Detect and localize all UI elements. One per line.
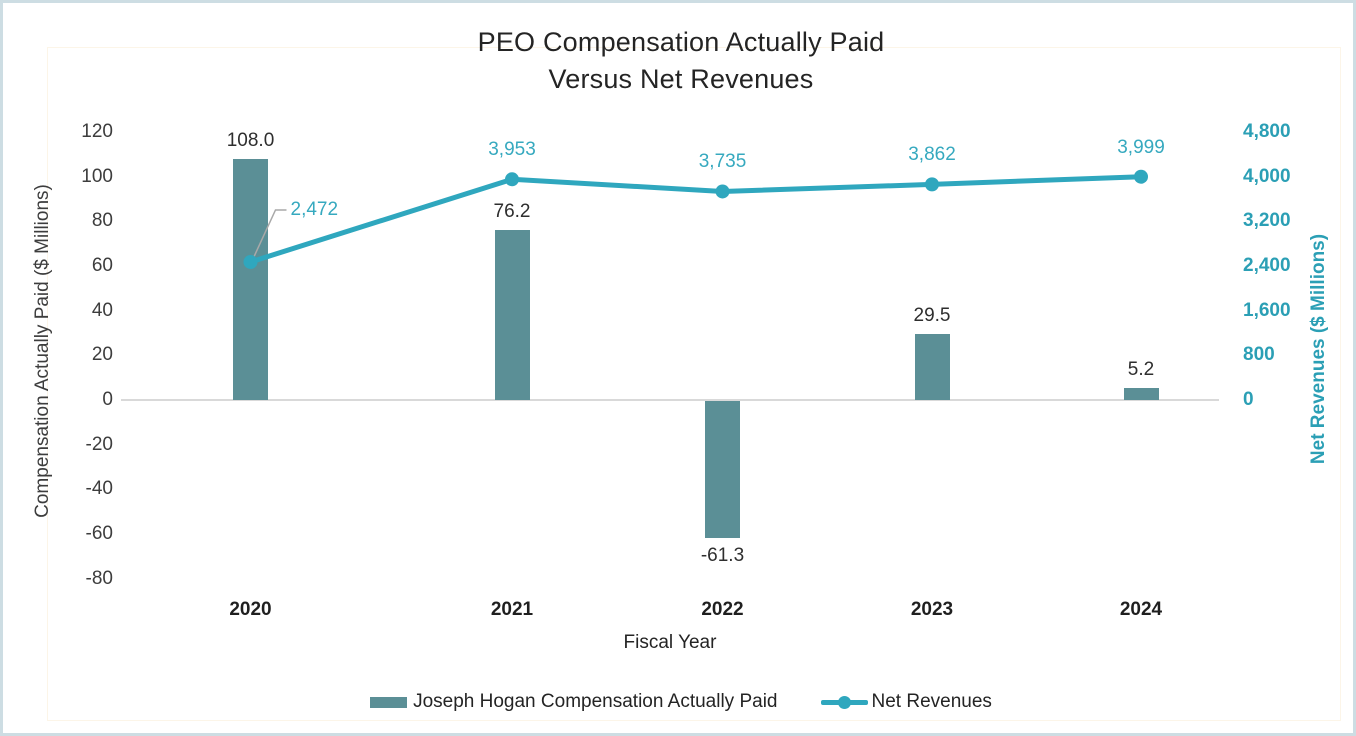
line-point-marker-icon [925,177,939,192]
bar [705,401,740,538]
line-swatch-marker-icon [837,695,851,709]
line-point-marker-icon [243,254,258,269]
line-data-label: 3,999 [1117,136,1165,158]
line-point-marker-icon [715,184,730,199]
left-axis-tick: -80 [85,567,113,589]
bar [233,158,268,400]
line-series-swatch [820,695,868,709]
right-axis-tick: 1,600 [1243,299,1291,321]
left-axis-tick: -20 [85,433,113,455]
left-axis-tick: 0 [102,389,113,410]
bar [494,229,530,400]
x-axis-category-label: 2021 [490,599,534,620]
line-series-layer [243,169,1148,269]
net-revenues-line [249,174,1142,265]
bar-data-label: 29.5 [913,305,951,327]
chart-title: PEO Compensation Actually Paid [477,27,885,57]
right-axis-tick: 4,800 [1243,121,1291,142]
x-axis-title: Fiscal Year [623,632,717,653]
line-point-marker-icon [1134,169,1148,184]
legend: Joseph Hogan Compensation Actually Paid … [3,689,1353,715]
right-axis-tick: 3,200 [1243,210,1291,232]
left-axis-tick: 40 [91,299,113,321]
bar [914,334,950,400]
x-axis-category-label: 2022 [701,599,744,620]
right-axis-tick: 800 [1243,344,1275,366]
line-data-label: 2,472 [290,198,339,220]
bar-data-label: 108.0 [226,129,275,151]
line-point-marker-icon [505,172,519,187]
right-axis-tick: 0 [1243,389,1254,410]
left-axis-tick: 100 [81,165,113,187]
bar-series-swatch [370,696,408,708]
zero-axis-line [121,399,1219,401]
line-data-label: 3,735 [698,151,747,173]
right-axis-tick: 4,000 [1243,165,1291,187]
bar-data-label: 5.2 [1127,359,1155,381]
x-axis-category-label: 2020 [229,599,272,620]
legend-item-bar-series: Joseph Hogan Compensation Actually Paid [370,691,778,713]
legend-label-line-series: Net Revenues [871,691,992,712]
bar [1123,388,1159,400]
right-axis-tick: 2,400 [1243,255,1291,276]
left-axis-tick: 20 [91,344,113,366]
left-axis-tick: 120 [81,120,113,142]
left-axis-tick: 80 [91,210,113,232]
chart-subtitle: Versus Net Revenues [548,64,814,94]
left-axis-tick: -60 [85,523,113,545]
left-axis-tick: -40 [85,478,113,500]
left-axis-tick: 60 [91,254,113,276]
x-axis-category-label: 2024 [1119,599,1163,620]
line-data-label: 3,953 [488,139,536,161]
label-leader-line [251,209,287,261]
legend-item-line-series: Net Revenues [820,691,992,713]
x-axis-category-label: 2023 [910,599,954,620]
line-data-label: 3,862 [908,144,956,166]
legend-label-bar-series: Joseph Hogan Compensation Actually Paid [413,691,778,712]
bar-data-label: 76.2 [493,200,531,222]
bar-data-label: -61.3 [700,545,745,566]
